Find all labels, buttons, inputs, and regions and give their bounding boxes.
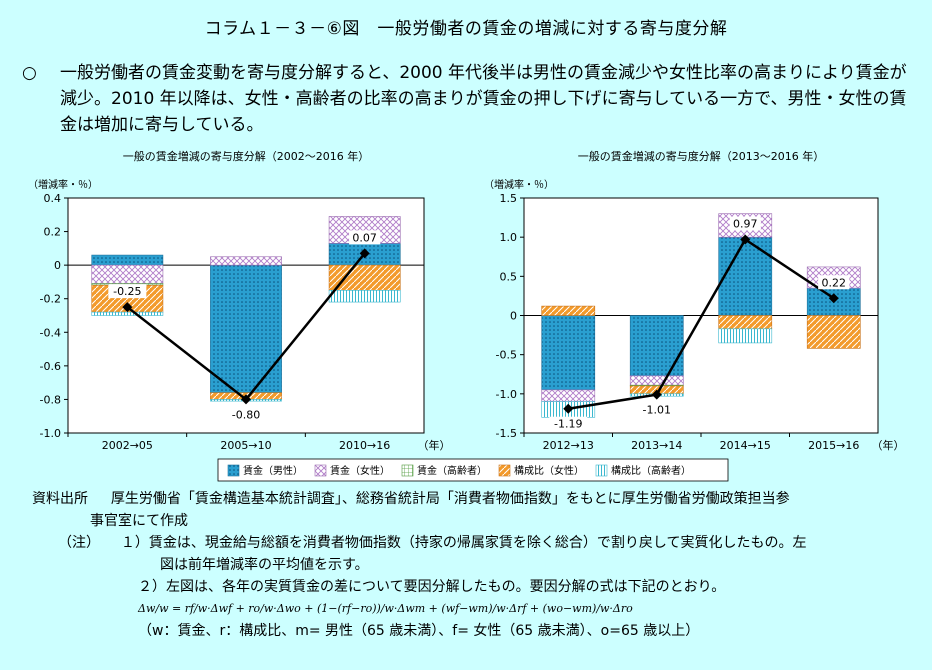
y-axis-label: （増減率・％） [484,178,554,191]
source-text: 厚生労働省「賃金構造基本統計調査」、総務省統計局「消費者物価指数」をもとに厚生労… [110,491,790,507]
note-2: ２）左図は、各年の実質賃金の差について要因分解したもの。要因分解の式は下記のとお… [138,579,726,595]
summary: ○ 一般労働者の賃金変動を寄与度分解すると、2000 年代後半は男性の賃金減少や… [22,60,917,138]
legend-label: 賃金（男性） [243,464,303,477]
x-tick-label: 2005→10 [220,439,271,452]
legend-label: 賃金（高齢者） [417,464,487,477]
legend-label: 賃金（女性） [330,464,390,477]
y-tick-label: -0.4 [40,326,61,339]
y-tick-label: 0 [54,259,61,272]
bar-segment [328,264,401,291]
y-tick-label: 0.4 [44,192,62,205]
y-tick-label: -0.8 [40,393,61,406]
bar-segment [328,290,401,303]
bar-segment [91,254,164,266]
total-marker [122,302,133,313]
total-marker [241,394,251,405]
x-tick-label: 2013→14 [631,439,682,452]
x-tick-label: 2015→16 [808,439,859,452]
x-tick-label: 2012→13 [543,439,594,452]
total-marker [651,389,662,400]
bar-segment [629,375,684,386]
source-label: 資料出所 [32,491,88,507]
legend-swatch [595,464,608,477]
x-tick-label: 2002→05 [102,439,153,452]
bar-segment [718,328,773,344]
page-title: コラム１－３－⑥図 一般労働者の賃金の増減に対する寄与度分解 [204,19,728,39]
legend-label: 構成比（女性） [514,464,584,477]
y-tick-label: -1.5 [496,427,517,440]
bar-segment [629,315,684,377]
y-tick-label: -0.2 [40,293,61,306]
chart-left: 一般の賃金増減の寄与度分解（2002〜2016 年） （増減率・％）0.4 0.2 0… [28,149,451,452]
legend-swatch [498,464,511,477]
x-tick-label: 2010→16 [339,439,390,452]
legend-swatch [227,464,240,477]
chart-title: 一般の賃金増減の寄与度分解（2002〜2016 年） [123,149,369,163]
bar-segment [541,305,596,316]
charts-svg: 一般の賃金増減の寄与度分解（2002〜2016 年）（増減率・％）0.40.20… [28,149,905,482]
legend: 賃金（男性） 賃金（女性） 賃金（高齢者） 構成比（女性） 構成比（高齢者） [217,458,729,482]
y-tick-label: -1.0 [496,388,517,401]
data-label-bg [349,230,381,245]
bar-segment [718,236,773,316]
chart-title: 一般の賃金増減の寄与度分解（2013〜2016 年） [578,149,824,163]
y-tick-label: 0 [510,310,517,323]
total-marker [359,248,370,259]
bar-segment [91,311,164,316]
data-label: -0.80 [232,408,260,421]
y-tick-label: 0.5 [500,270,518,283]
bar-segment [210,264,282,394]
data-label-bg [637,402,676,417]
data-label: 0.22 [822,276,847,289]
note-1b: 図は前年増減率の平均値を示す。 [160,557,369,573]
x-tick-label: 2014→15 [720,439,771,452]
formula: Δw/w = rf/w·Δwf + ro/w·Δwo + (1−(rf−ro))… [138,602,633,615]
bar-segment [541,315,596,391]
y-tick-label: -0.5 [496,349,517,362]
y-tick-label: 1.0 [500,231,518,244]
variable-legend: （w：賃金、r：構成比、m= 男性（65 歳未満）、f= 女性（65 歳未満）、… [138,623,700,639]
data-label: 0.07 [352,231,377,244]
summary-text: 一般労働者の賃金変動を寄与度分解すると、2000 年代後半は男性の賃金減少や女性… [60,63,907,135]
y-tick-label: -1.0 [40,427,61,440]
source-text-2: 事官室にて作成 [90,513,188,529]
bar-segment [806,315,861,349]
data-label: 0.97 [733,218,758,231]
data-label: -0.25 [113,285,141,298]
data-label-bg [818,275,850,290]
y-tick-label: 1.5 [500,192,518,205]
x-axis-unit: （年） [872,438,905,452]
note-label: （注） [58,535,100,551]
bar-segment [541,389,596,402]
y-axis-label: （増減率・％） [28,178,98,191]
bar-segment [718,315,773,330]
bar-segment [91,264,164,284]
legend-label: 構成比（高齢者） [611,464,691,477]
x-axis-unit: （年） [418,438,451,452]
total-marker [828,293,839,304]
data-label: -1.01 [643,404,671,417]
total-marker [740,234,751,245]
data-label-bg [108,284,147,299]
total-line [568,237,835,410]
total-marker [563,403,574,414]
legend-swatch [401,464,414,477]
data-label: -1.19 [554,418,582,431]
bullet-icon: ○ [22,63,37,83]
y-tick-label: -0.6 [40,360,61,373]
data-label-bg [549,416,588,431]
data-label-bg [227,407,265,422]
note-1: １）賃金は、現金給与総額を消費者物価指数（持家の帰属家賃を除く総合）で割り戻して… [120,535,807,551]
legend-swatch [314,464,327,477]
y-tick-label: 0.2 [44,226,62,239]
chart-right: 一般の賃金増減の寄与度分解（2013〜2016 年） （増減率・％）1.5 1.0 0… [484,149,905,452]
bar-segment [210,256,282,266]
data-label-bg [729,216,761,231]
notes: 資料出所 厚生労働省「賃金構造基本統計調査」、総務省統計局「消費者物価指数」をも… [32,488,922,642]
